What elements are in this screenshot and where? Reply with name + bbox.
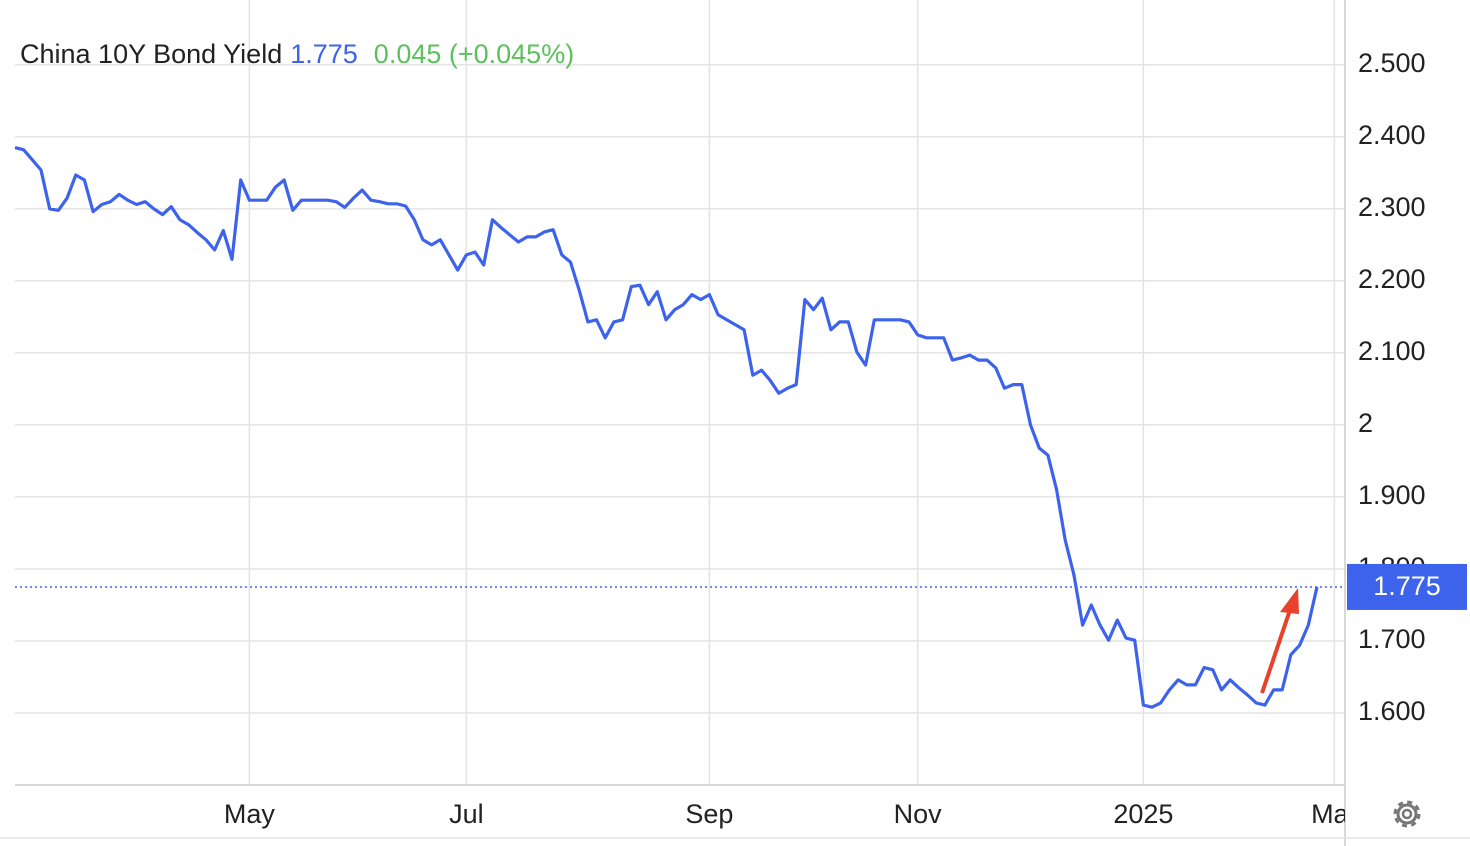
y-tick-label: 2.400 — [1358, 120, 1426, 150]
x-tick-label: May — [224, 799, 276, 829]
y-tick-label: 1.600 — [1358, 696, 1426, 726]
last-value-tag — [1347, 563, 1467, 610]
grid — [15, 0, 1345, 785]
settings-icon[interactable] — [1393, 800, 1421, 828]
x-tick-label: Jul — [449, 799, 484, 829]
last-value-tag-label: 1.775 — [1373, 571, 1441, 601]
y-tick-label: 2.200 — [1358, 264, 1426, 294]
y-tick-label: 2.500 — [1358, 48, 1426, 78]
x-tick-label: Nov — [894, 799, 943, 829]
x-tick-label: 2025 — [1113, 799, 1173, 829]
y-tick-label: 2.100 — [1358, 336, 1426, 366]
x-tick-label: Sep — [685, 799, 733, 829]
annotation-arrow — [1260, 588, 1299, 694]
chart-header: China 10Y Bond Yield 1.775 0.045 (+0.045%) — [20, 39, 574, 69]
x-tick-label: Mar — [1311, 799, 1358, 829]
change: 0.045 (+0.045%) — [374, 39, 574, 69]
chart-title: China 10Y Bond Yield — [20, 39, 282, 69]
marks — [14, 146, 1345, 709]
y-tick-label: 2 — [1358, 408, 1373, 438]
y-tick-label: 1.700 — [1358, 624, 1426, 654]
line — [14, 146, 1319, 709]
y-tick-label: 2.300 — [1358, 192, 1426, 222]
last-value: 1.775 — [290, 39, 358, 69]
y-tick-label: 1.900 — [1358, 480, 1426, 510]
